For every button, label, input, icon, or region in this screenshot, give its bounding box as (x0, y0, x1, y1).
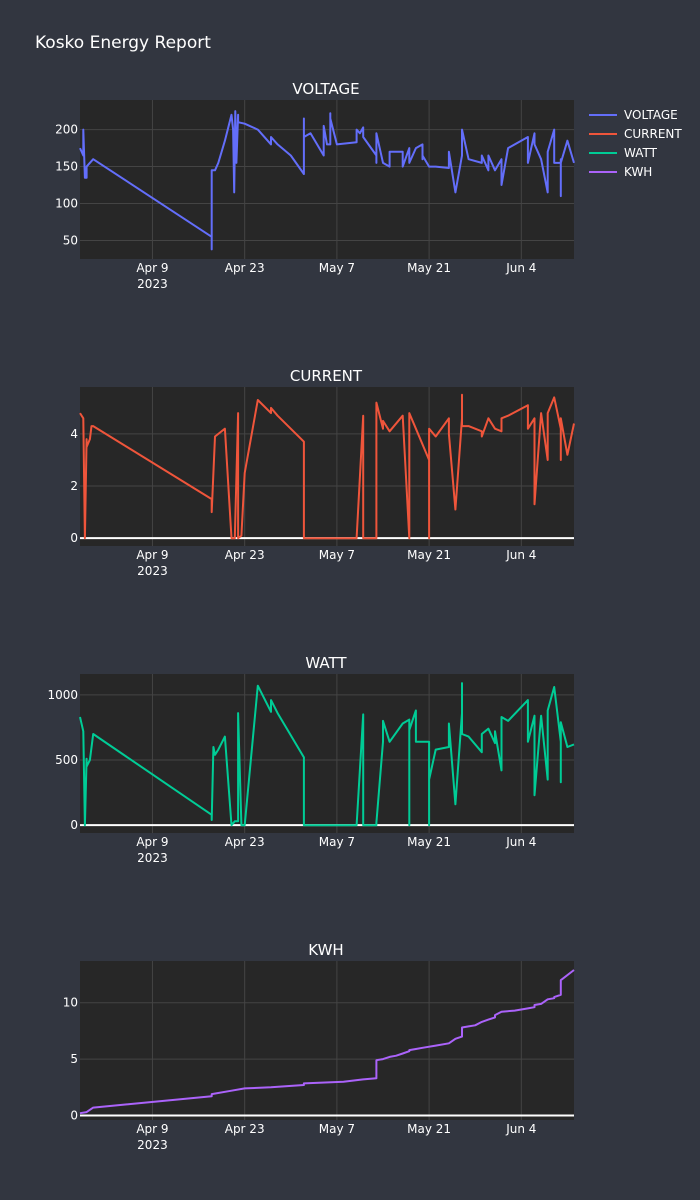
series-line-voltage (79, 110, 575, 251)
y-tick-label: 5 (70, 1052, 78, 1066)
chart-title-watt: WATT (305, 654, 347, 672)
legend-label-current: CURRENT (624, 126, 682, 141)
y-tick-label: 0 (70, 531, 78, 545)
legend-item-watt[interactable]: WATT (589, 143, 682, 162)
x-tick-label: Apr 9 (136, 548, 168, 562)
y-tick-label: 0 (70, 1108, 78, 1122)
series-line-kwh (79, 969, 575, 1115)
legend-item-current[interactable]: CURRENT (589, 124, 682, 143)
series-line-watt (79, 682, 575, 827)
x-tick-label: Apr 23 (225, 1122, 265, 1136)
y-tick-label: 2 (70, 479, 78, 493)
plot-area-current (80, 387, 574, 546)
x-tick-label: 2023 (137, 277, 168, 291)
x-tick-label: Apr 9 (136, 835, 168, 849)
chart-voltage: VOLTAGE Apr 9 2023 Apr 23 May 7 May 21 Jun 4 50… (55, 80, 575, 291)
chart-title-current: CURRENT (290, 367, 363, 385)
x-tick-label: 2023 (137, 564, 168, 578)
chart-kwh: KWH Apr 9 2023 Apr 23 May 7 May 21 Jun 4 0 5 10 (63, 941, 575, 1152)
x-tick-label: Jun 4 (505, 261, 536, 275)
x-tick-label: Jun 4 (505, 1122, 536, 1136)
y-tick-label: 500 (55, 753, 78, 767)
x-tick-label: May 7 (319, 1122, 355, 1136)
legend-item-kwh[interactable]: KWH (589, 162, 682, 181)
x-tick-label: Apr 9 (136, 1122, 168, 1136)
x-tick-label: 2023 (137, 1138, 168, 1152)
x-tick-label: May 7 (319, 548, 355, 562)
legend-item-voltage[interactable]: VOLTAGE (589, 105, 682, 124)
x-tick-label: May 21 (407, 261, 451, 275)
plot-area-kwh (80, 961, 574, 1120)
y-tick-label: 50 (63, 234, 78, 248)
chart-current: CURRENT Apr 9 2023 Apr 23 May 7 May 21 Jun 4 0 2… (70, 367, 575, 578)
legend-label-kwh: KWH (624, 164, 653, 179)
chart-title-voltage: VOLTAGE (292, 80, 359, 98)
legend[interactable]: VOLTAGE CURRENT WATT KWH (589, 105, 682, 181)
legend-swatch-voltage (589, 113, 617, 116)
series-line-current (79, 393, 575, 540)
legend-label-voltage: VOLTAGE (624, 107, 678, 122)
x-tick-label: Apr 9 (136, 261, 168, 275)
legend-swatch-current (589, 132, 617, 135)
plot-area-voltage (80, 100, 574, 259)
x-tick-label: May 7 (319, 835, 355, 849)
x-tick-label: Apr 23 (225, 835, 265, 849)
x-tick-label: 2023 (137, 851, 168, 865)
x-tick-label: Apr 23 (225, 261, 265, 275)
y-tick-label: 150 (55, 160, 78, 174)
x-tick-label: May 21 (407, 548, 451, 562)
chart-title-kwh: KWH (308, 941, 343, 959)
y-tick-label: 100 (55, 197, 78, 211)
x-tick-label: May 7 (319, 261, 355, 275)
legend-swatch-kwh (589, 170, 617, 173)
x-tick-label: Jun 4 (505, 548, 536, 562)
y-tick-label: 200 (55, 123, 78, 137)
x-tick-label: May 21 (407, 1122, 451, 1136)
x-tick-label: Jun 4 (505, 835, 536, 849)
y-tick-label: 10 (63, 996, 78, 1010)
report-title: Kosko Energy Report (35, 33, 211, 53)
legend-swatch-watt (589, 151, 617, 154)
plot-area-watt (80, 674, 574, 833)
x-tick-label: Apr 23 (225, 548, 265, 562)
y-tick-label: 0 (70, 818, 78, 832)
y-tick-label: 4 (70, 427, 78, 441)
x-tick-label: May 21 (407, 835, 451, 849)
legend-label-watt: WATT (624, 145, 657, 160)
chart-watt: WATT Apr 9 2023 Apr 23 May 7 May 21 Jun 4 0 500 1… (47, 654, 575, 865)
y-tick-label: 1000 (47, 688, 78, 702)
